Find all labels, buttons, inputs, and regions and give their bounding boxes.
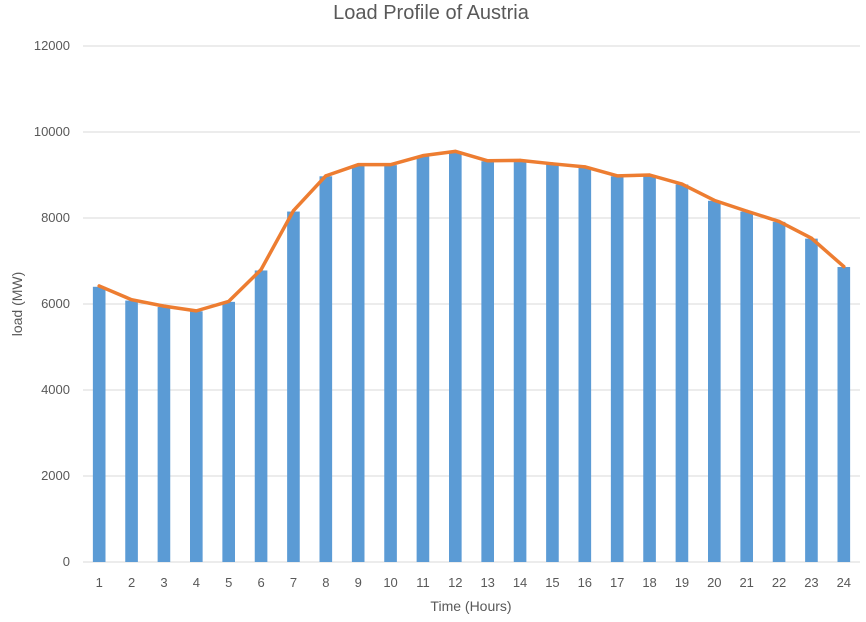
x-tick-label: 15	[545, 575, 559, 590]
bar	[772, 221, 786, 562]
x-tick-labels: 1 2 3 4 5 6 7 8 9 10 11 12 13 14 15 16 17 18 19 20 21 22 23 24	[96, 575, 851, 590]
bar	[546, 164, 559, 562]
line-series	[97, 149, 846, 313]
bar	[805, 238, 818, 562]
line-point	[647, 173, 652, 177]
line-point	[97, 284, 101, 288]
y-tick-label: 0	[63, 554, 70, 569]
y-tick-label: 6000	[41, 296, 70, 311]
y-tick-label: 2000	[41, 468, 70, 483]
x-axis-label: Time (Hours)	[430, 598, 511, 614]
line-series-path	[97, 149, 846, 313]
x-tick-label: 10	[383, 575, 397, 590]
x-tick-label: 22	[772, 575, 786, 590]
bar	[125, 300, 138, 562]
bar	[416, 156, 430, 562]
x-tick-label: 23	[804, 575, 818, 590]
y-tick-label: 10000	[34, 124, 70, 139]
line-point	[324, 174, 328, 178]
bar	[157, 307, 171, 562]
line-point	[777, 219, 781, 224]
bar	[287, 211, 300, 563]
bar-series	[92, 151, 851, 563]
bar	[610, 176, 624, 563]
bar	[92, 286, 106, 562]
x-tick-label: 16	[578, 575, 592, 590]
x-tick-label: 7	[290, 575, 297, 590]
x-tick-label: 9	[355, 575, 362, 590]
chart-title: Load Profile of Austria	[333, 2, 530, 24]
x-tick-label: 18	[642, 575, 656, 590]
x-tick-label: 12	[448, 575, 462, 590]
y-tick-label: 4000	[41, 382, 70, 397]
line-point	[745, 209, 749, 213]
bar	[189, 311, 203, 562]
y-tick-label: 8000	[41, 210, 70, 225]
x-tick-label: 8	[322, 575, 329, 590]
line-point	[227, 299, 231, 304]
line-point	[809, 236, 814, 240]
bar	[643, 175, 656, 562]
x-tick-label: 11	[416, 575, 430, 590]
x-tick-label: 24	[837, 575, 851, 590]
line-point	[680, 182, 684, 186]
bar	[513, 160, 527, 562]
line-point	[356, 163, 360, 167]
bar	[740, 211, 754, 563]
x-tick-label: 21	[739, 575, 753, 590]
y-tick-label: 12000	[34, 38, 70, 53]
line-point	[583, 165, 587, 169]
y-tick-labels: 0 2000 4000 6000 8000 10000 12000	[34, 38, 70, 569]
line-point	[615, 174, 619, 178]
line-point	[129, 298, 134, 302]
line-point	[453, 149, 457, 153]
gridlines	[83, 45, 860, 563]
x-tick-label: 4	[193, 575, 200, 590]
bar	[837, 267, 851, 562]
line-point	[259, 268, 263, 272]
x-tick-label: 3	[160, 575, 167, 590]
x-tick-label: 5	[225, 575, 232, 590]
line-point	[712, 198, 716, 202]
x-tick-label: 1	[96, 575, 103, 590]
y-axis-label: load (MW)	[9, 272, 25, 337]
bar	[384, 165, 397, 563]
line-point	[194, 309, 198, 313]
bar	[319, 176, 333, 563]
bar	[448, 151, 462, 562]
x-tick-label: 19	[675, 575, 689, 590]
x-tick-label: 6	[257, 575, 264, 590]
line-point	[518, 158, 522, 162]
line-point	[162, 304, 166, 308]
x-tick-label: 13	[480, 575, 494, 590]
bar	[578, 167, 592, 562]
bar	[222, 301, 236, 562]
x-tick-label: 2	[128, 575, 135, 590]
bar	[254, 270, 268, 562]
x-tick-label: 17	[610, 575, 624, 590]
bar	[481, 161, 495, 563]
line-point	[291, 209, 296, 213]
line-point	[842, 264, 846, 269]
line-point	[421, 154, 425, 158]
x-tick-label: 20	[707, 575, 721, 590]
line-point	[388, 163, 393, 167]
bar	[675, 184, 689, 562]
line-point	[550, 162, 555, 166]
bar	[351, 165, 365, 563]
line-point	[486, 159, 490, 163]
bar	[707, 200, 721, 563]
x-tick-label: 14	[513, 575, 527, 590]
